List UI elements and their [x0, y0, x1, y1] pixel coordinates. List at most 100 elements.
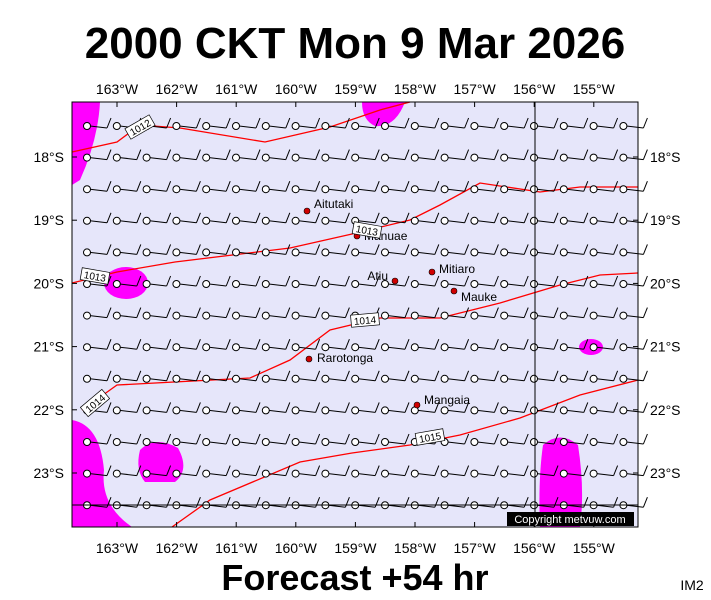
- barb-flag: [464, 433, 470, 445]
- station: [440, 343, 449, 352]
- lon-label-bottom: 157°W: [454, 540, 497, 556]
- barb-flag: [225, 497, 231, 508]
- barb-flag: [404, 465, 410, 476]
- station: [559, 280, 568, 288]
- barb-shaft: [447, 346, 465, 350]
- barb-flag: [553, 402, 559, 413]
- barb-flag: [583, 370, 589, 381]
- barb-shaft: [626, 409, 644, 413]
- barb-flag: [225, 402, 231, 413]
- barb-shaft: [566, 441, 584, 445]
- barb-shaft: [477, 346, 495, 350]
- barb-shaft: [328, 283, 346, 287]
- barb-flag: [464, 465, 470, 476]
- barb-flag: [642, 275, 648, 287]
- barb-shaft: [298, 157, 316, 161]
- barb-shaft: [507, 283, 525, 287]
- station: [470, 343, 479, 352]
- station: [470, 311, 479, 320]
- barb-flag: [166, 275, 172, 287]
- station: [410, 343, 419, 352]
- barb-shaft: [149, 188, 167, 192]
- barb-shaft: [149, 251, 167, 255]
- barb-shaft: [268, 157, 286, 161]
- station: [589, 406, 598, 415]
- barb-shaft: [596, 473, 614, 477]
- barb-flag: [613, 402, 619, 413]
- barb-shaft: [387, 220, 406, 224]
- place-label: Mitiaro: [439, 262, 475, 276]
- barb-flag: [553, 212, 559, 223]
- barb-flag: [434, 117, 440, 129]
- barb-shaft: [209, 504, 227, 508]
- station: [83, 343, 91, 352]
- station: [232, 153, 240, 162]
- barb-flag: [255, 244, 261, 255]
- barb-shaft: [328, 409, 346, 413]
- barb-flag: [166, 117, 172, 129]
- barb-shaft: [387, 378, 406, 382]
- barb-shaft: [209, 315, 227, 319]
- barb-shaft: [209, 220, 227, 224]
- guide-lines: [72, 102, 638, 527]
- station: [559, 374, 568, 383]
- station: [112, 280, 121, 288]
- barb-flag: [374, 402, 380, 413]
- barb-shaft: [268, 473, 286, 477]
- station: [559, 153, 568, 162]
- barb-flag: [404, 433, 410, 445]
- barb-flag: [344, 244, 350, 255]
- station: [410, 311, 419, 320]
- station: [112, 185, 121, 194]
- barb-flag: [225, 339, 231, 350]
- station: [321, 216, 330, 225]
- barb-shaft: [89, 441, 108, 445]
- station: [470, 374, 479, 383]
- barb-shaft: [507, 315, 525, 319]
- barb-shaft: [477, 220, 495, 224]
- barb-shaft: [89, 220, 108, 224]
- station: [202, 280, 211, 288]
- station: [500, 153, 509, 162]
- barb-shaft: [328, 441, 346, 445]
- barb-shaft: [447, 378, 465, 382]
- station: [381, 438, 389, 446]
- barb-shaft: [268, 378, 286, 382]
- station: [261, 216, 270, 225]
- barb-flag: [493, 149, 499, 160]
- barb-shaft: [596, 157, 614, 161]
- barb-flag: [493, 307, 499, 318]
- station: [619, 280, 628, 288]
- station: [381, 343, 389, 352]
- barb-flag: [553, 181, 559, 192]
- barb-shaft: [566, 315, 584, 319]
- barb-shaft: [89, 251, 108, 255]
- barb-shaft: [238, 315, 257, 319]
- barb-flag: [583, 433, 589, 445]
- barb-flag: [374, 433, 380, 445]
- barb-flag: [642, 465, 648, 476]
- barb-shaft: [209, 346, 227, 350]
- station: [202, 153, 211, 162]
- barb-shaft: [358, 441, 376, 445]
- barb-shaft: [328, 346, 346, 350]
- barb-flag: [493, 244, 499, 255]
- station: [291, 374, 300, 383]
- barb-flag: [225, 307, 231, 318]
- barb-shaft: [89, 125, 108, 129]
- barb-shaft: [328, 473, 346, 477]
- station: [172, 185, 181, 194]
- barb-flag: [583, 212, 589, 223]
- barb-shaft: [209, 441, 227, 445]
- forecast-label: Forecast +54 hr: [221, 557, 488, 598]
- barb-flag: [344, 275, 350, 287]
- place-dot: [305, 355, 313, 363]
- station: [321, 248, 330, 257]
- barb-flag: [195, 149, 201, 160]
- barb-shaft: [209, 157, 227, 161]
- station: [530, 343, 538, 352]
- station: [321, 280, 330, 288]
- station: [589, 122, 598, 130]
- barb-flag: [613, 117, 619, 129]
